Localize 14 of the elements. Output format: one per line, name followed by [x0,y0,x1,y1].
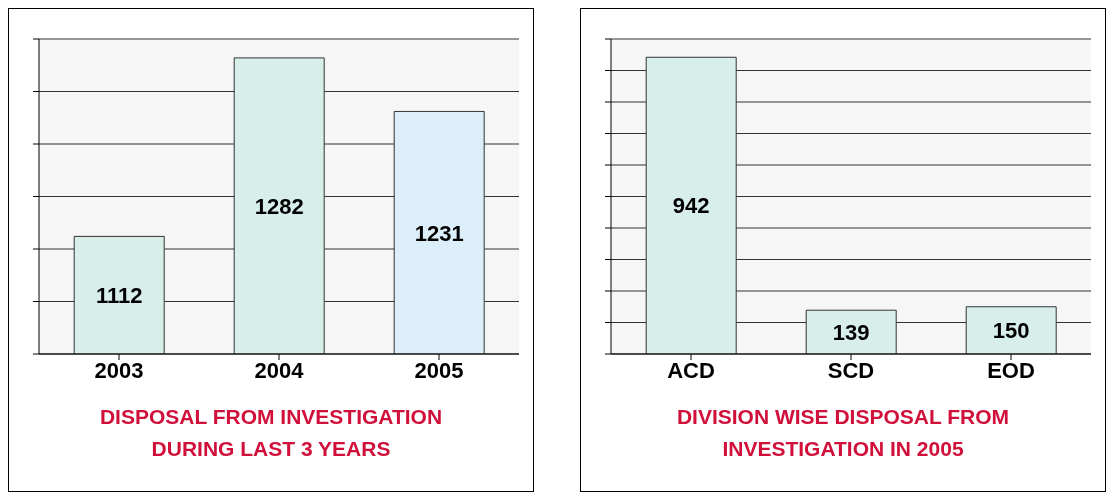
x-tick-label: SCD [827,357,875,383]
data-label: 1231 [414,220,464,246]
data-label: 942 [672,193,710,219]
data-label: 150 [992,318,1030,344]
data-label: 139 [832,319,870,345]
x-tick-label: 2005 [414,357,464,383]
x-tick-label: ACD [667,357,715,383]
text: DISPOSAL FROM INVESTIGATION DURING LAST 3 YEARS [98,404,444,462]
text: DIVISION WISE DISPOSAL FROM INVESTIGATION IN 2005 [675,404,1011,462]
x-tick-label: 2003 [94,357,144,383]
x-tick-label: EOD [987,357,1035,383]
data-label: 1282 [254,193,304,219]
x-tick-label: 2004 [254,357,305,383]
data-label: 1112 [95,283,143,309]
